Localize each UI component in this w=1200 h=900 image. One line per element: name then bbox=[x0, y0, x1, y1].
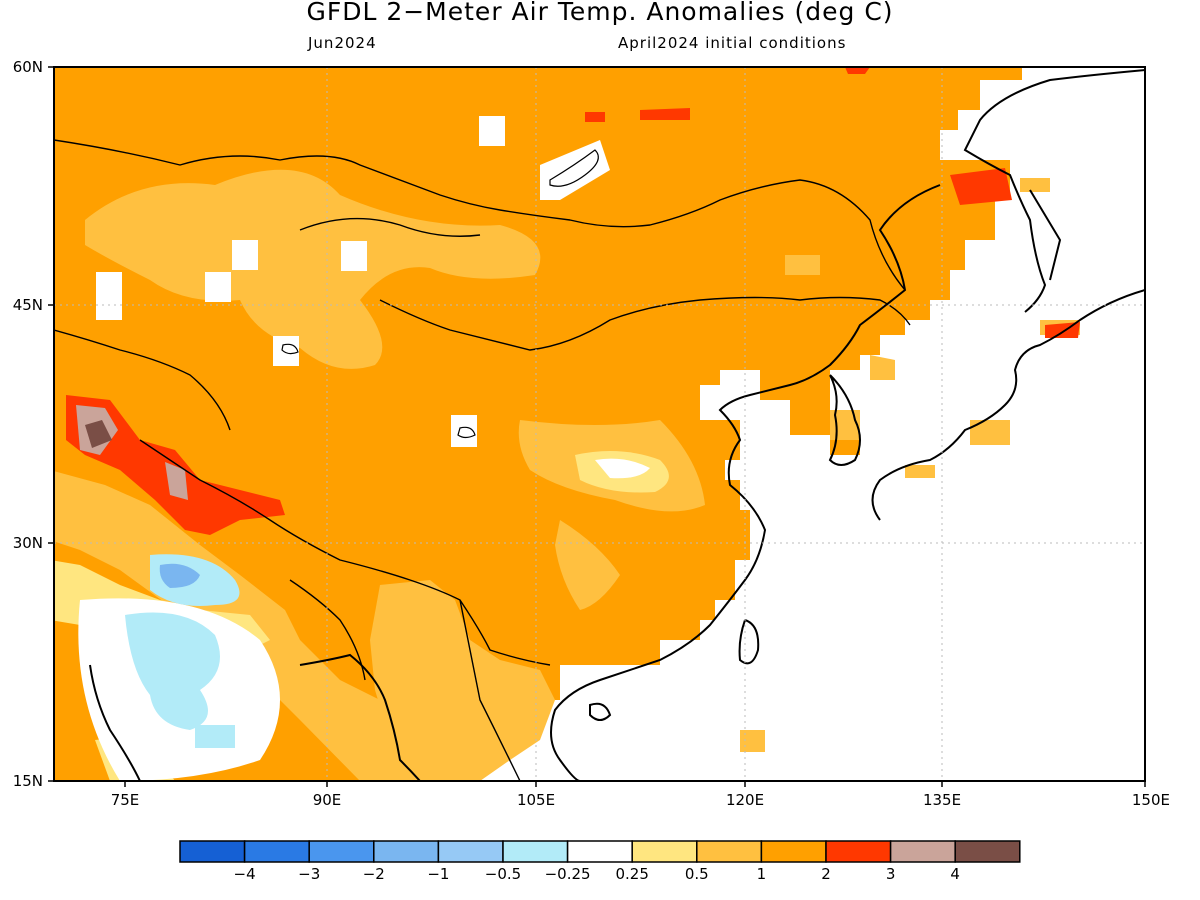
colorbar-tick-label: 0.5 bbox=[685, 865, 709, 883]
anomaly-region-hot bbox=[66, 67, 1080, 535]
colorbar-swatch bbox=[954, 840, 1021, 863]
forecast-month: Jun2024 bbox=[308, 34, 377, 52]
lon-label-105e: 105E bbox=[517, 791, 555, 809]
colorbar-swatch bbox=[502, 840, 569, 863]
colorbar-tick-label: 2 bbox=[821, 865, 831, 883]
axis-ticks bbox=[48, 66, 1146, 787]
lat-label-15n: 15N bbox=[13, 772, 43, 790]
lon-label-75e: 75E bbox=[111, 791, 140, 809]
colorbar-swatch bbox=[243, 840, 310, 863]
anomaly-region-cooler bbox=[159, 563, 200, 588]
lat-label-30n: 30N bbox=[13, 534, 43, 552]
colorbar-tick-label: −4 bbox=[234, 865, 256, 883]
anomaly-region-extreme bbox=[85, 420, 112, 448]
colorbar-tick-label: 4 bbox=[950, 865, 960, 883]
country-borders bbox=[54, 139, 911, 781]
lon-label-135e: 135E bbox=[923, 791, 961, 809]
coastlines bbox=[89, 69, 1145, 781]
islands-and-lakes bbox=[281, 149, 599, 439]
colorbar-swatch bbox=[308, 840, 375, 863]
colorbar-labels: −4 −3 −2 −1 −0.5 −0.25 0.25 0.5 1 2 3 4 bbox=[234, 865, 960, 883]
map-frame bbox=[53, 66, 1146, 782]
colorbar-tick-label: −0.5 bbox=[485, 865, 521, 883]
lon-label-150e: 150E bbox=[1132, 791, 1170, 809]
lon-label-120e: 120E bbox=[726, 791, 764, 809]
colorbar-tick-label: −3 bbox=[298, 865, 320, 883]
colorbar-swatch bbox=[437, 840, 504, 863]
colorbar-swatch bbox=[179, 840, 246, 863]
colorbar bbox=[179, 840, 1021, 863]
chart-title: GFDL 2−Meter Air Temp. Anomalies (deg C) bbox=[306, 0, 894, 26]
colorbar-swatch bbox=[696, 840, 763, 863]
colorbar-tick-label: 0.25 bbox=[615, 865, 648, 883]
colorbar-tick-label: −2 bbox=[363, 865, 385, 883]
colorbar-swatch bbox=[760, 840, 827, 863]
grid-lines bbox=[54, 67, 1145, 781]
colorbar-swatch bbox=[373, 840, 440, 863]
colorbar-tick-label: −1 bbox=[427, 865, 449, 883]
map-field bbox=[54, 67, 1145, 781]
lat-label-45n: 45N bbox=[13, 296, 43, 314]
colorbar-swatch bbox=[889, 840, 956, 863]
lon-label-90e: 90E bbox=[313, 791, 342, 809]
lat-label-60n: 60N bbox=[13, 58, 43, 76]
colorbar-tick-label: 3 bbox=[886, 865, 896, 883]
initial-conditions-label: April2024 initial conditions bbox=[618, 34, 847, 52]
colorbar-swatch bbox=[631, 840, 698, 863]
colorbar-tick-label: 1 bbox=[757, 865, 767, 883]
colorbar-tick-label: −0.25 bbox=[545, 865, 591, 883]
colorbar-swatch bbox=[825, 840, 892, 863]
colorbar-swatch bbox=[566, 840, 633, 863]
